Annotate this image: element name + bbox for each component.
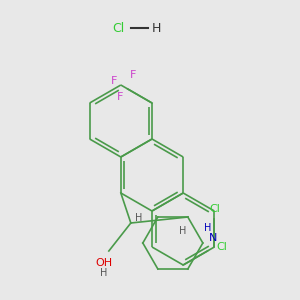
Text: H: H — [151, 22, 161, 34]
Text: OH: OH — [95, 258, 112, 268]
Text: F: F — [111, 76, 117, 86]
Text: Cl: Cl — [112, 22, 124, 34]
Text: H: H — [179, 226, 187, 236]
Text: H: H — [204, 223, 212, 233]
Text: H: H — [135, 213, 142, 223]
Text: N: N — [208, 233, 217, 243]
Text: Cl: Cl — [216, 242, 227, 252]
Text: F: F — [117, 92, 123, 102]
Text: H: H — [100, 268, 107, 278]
Text: F: F — [130, 70, 136, 80]
Text: Cl: Cl — [209, 204, 220, 214]
